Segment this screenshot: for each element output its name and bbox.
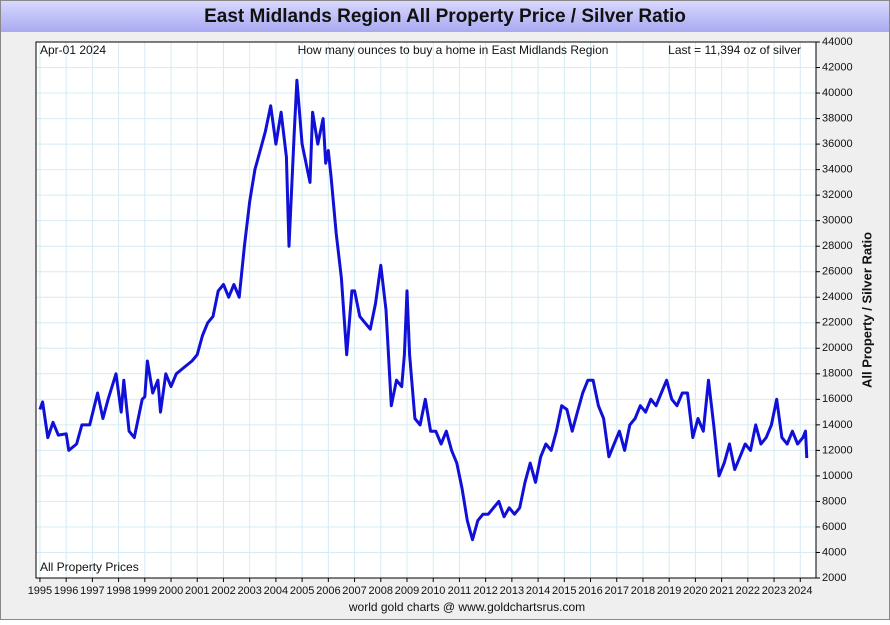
x-tick-label: 2009 bbox=[395, 585, 419, 597]
y-tick-label: 28000 bbox=[822, 240, 853, 252]
x-tick-label: 2012 bbox=[473, 585, 497, 597]
x-tick-label: 2016 bbox=[578, 585, 602, 597]
y-tick-label: 22000 bbox=[822, 317, 853, 329]
y-tick-label: 4000 bbox=[822, 546, 846, 558]
x-tick-label: 1999 bbox=[133, 585, 157, 597]
plot-border bbox=[35, 41, 817, 579]
x-tick-label: 2004 bbox=[264, 585, 288, 597]
y-tick-label: 34000 bbox=[822, 164, 853, 176]
y-tick-label: 26000 bbox=[822, 266, 853, 278]
data-line bbox=[38, 78, 809, 542]
y-tick-label: 32000 bbox=[822, 189, 853, 201]
x-tick-label: 1996 bbox=[54, 585, 78, 597]
y-tick-label: 6000 bbox=[822, 521, 846, 533]
x-tick-label: 1998 bbox=[106, 585, 130, 597]
y-tick-label: 10000 bbox=[822, 470, 853, 482]
x-tick-label: 2001 bbox=[185, 585, 209, 597]
y-axis-label: All Property / Silver Ratio bbox=[859, 232, 874, 388]
x-tick-label: 2021 bbox=[709, 585, 733, 597]
footer: world gold charts @ www.goldchartsrus.co… bbox=[348, 600, 585, 614]
x-tick-label: 1997 bbox=[80, 585, 104, 597]
x-tick-label: 2022 bbox=[736, 585, 760, 597]
y-tick-label: 40000 bbox=[822, 87, 853, 99]
y-tick-label: 18000 bbox=[822, 368, 853, 380]
title-bar bbox=[1, 1, 889, 32]
x-tick-label: 2010 bbox=[421, 585, 445, 597]
y-tick-label: 8000 bbox=[822, 495, 846, 507]
series-label: All Property Prices bbox=[40, 560, 139, 574]
x-tick-label: 2017 bbox=[604, 585, 628, 597]
x-tick-label: 2000 bbox=[159, 585, 183, 597]
x-tick-label: 2019 bbox=[657, 585, 681, 597]
y-tick-label: 12000 bbox=[822, 444, 853, 456]
x-tick-label: 2015 bbox=[552, 585, 576, 597]
y-tick-label: 24000 bbox=[822, 291, 853, 303]
x-tick-label: 2023 bbox=[762, 585, 786, 597]
y-tick-label: 36000 bbox=[822, 138, 853, 150]
x-tick-label: 2014 bbox=[526, 585, 550, 597]
x-tick-label: 1995 bbox=[28, 585, 52, 597]
chart-title: East Midlands Region All Property Price … bbox=[204, 6, 686, 27]
y-tick-label: 14000 bbox=[822, 419, 853, 431]
x-tick-label: 2013 bbox=[500, 585, 524, 597]
x-tick-label: 2005 bbox=[290, 585, 314, 597]
x-tick-label: 2018 bbox=[631, 585, 655, 597]
date-label: Apr-01 2024 bbox=[40, 43, 106, 57]
last-label: Last = 11,394 oz of silver bbox=[668, 43, 801, 57]
x-tick-label: 2024 bbox=[788, 585, 812, 597]
x-tick-label: 2003 bbox=[237, 585, 261, 597]
x-tick-label: 2007 bbox=[342, 585, 366, 597]
x-tick-label: 2002 bbox=[211, 585, 235, 597]
y-tick-label: 30000 bbox=[822, 215, 853, 227]
y-tick-label: 42000 bbox=[822, 61, 853, 73]
y-tick-label: 20000 bbox=[822, 342, 853, 354]
x-tick-label: 2020 bbox=[683, 585, 707, 597]
y-tick-label: 38000 bbox=[822, 112, 853, 124]
x-tick-label: 2011 bbox=[448, 585, 472, 597]
subtitle: How many ounces to buy a home in East Mi… bbox=[298, 43, 609, 57]
plot-area bbox=[35, 41, 817, 579]
y-tick-label: 44000 bbox=[822, 36, 853, 48]
y-tick-label: 2000 bbox=[822, 572, 846, 584]
x-tick-label: 2006 bbox=[316, 585, 340, 597]
y-tick-label: 16000 bbox=[822, 393, 853, 405]
x-tick-label: 2008 bbox=[369, 585, 393, 597]
